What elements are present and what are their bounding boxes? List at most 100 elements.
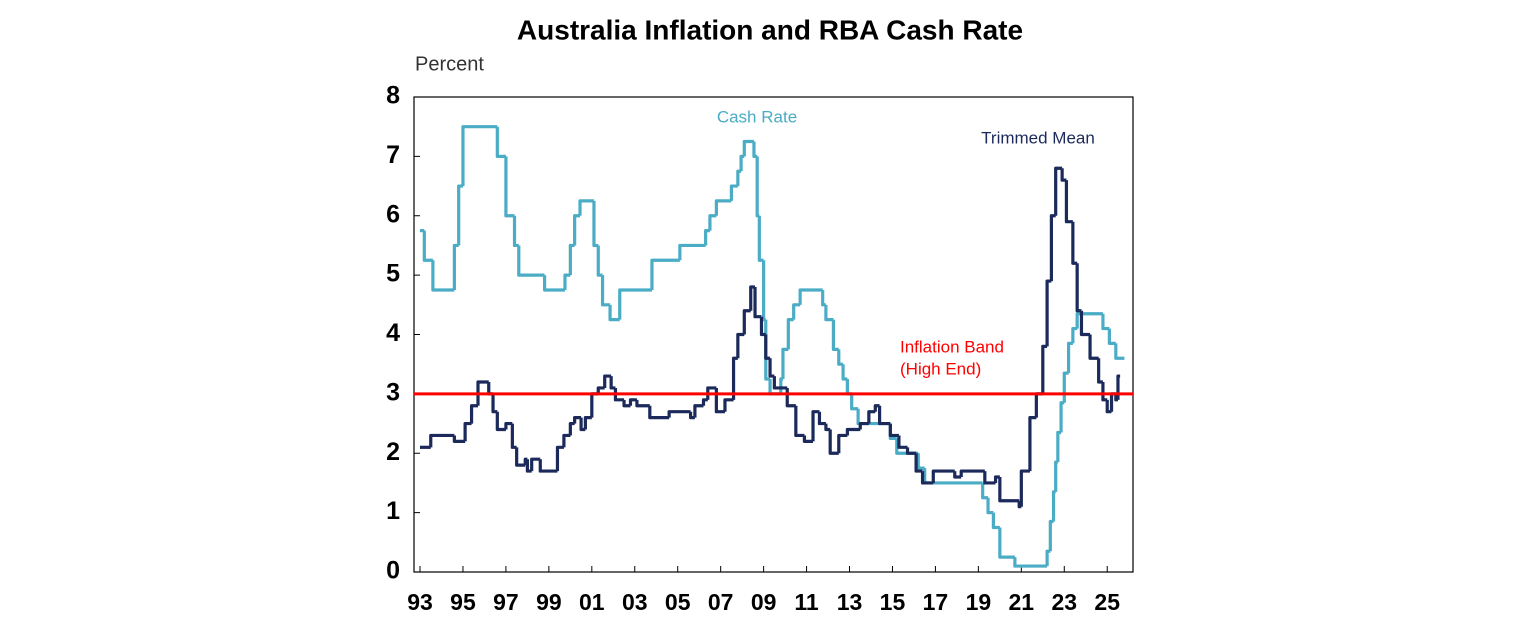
y-tick-label: 6 [386,200,400,228]
step-segment [1101,382,1108,402]
y-tick-label: 5 [386,260,400,288]
step-segment [867,410,876,424]
x-tick-label: 99 [536,589,562,615]
step-segment [798,288,823,305]
step-segment [1116,374,1121,400]
step-segment [452,243,459,290]
x-tick-label: 01 [579,589,605,615]
step-segment [953,471,962,479]
step-segment [817,411,826,426]
step-segment [1049,214,1056,282]
step-segment [821,289,826,307]
step-segment [491,393,498,414]
step-segment [635,399,650,408]
reference-label: Inflation Band [900,337,1004,356]
y-tick-label: 0 [386,557,400,585]
step-segment [590,392,599,418]
step-segment [1107,328,1116,346]
step-segment [1013,557,1048,568]
step-segment [714,387,725,414]
step-segment [1097,358,1103,384]
step-segment [1019,469,1030,507]
step-segment [729,184,738,201]
y-axis-label: Percent [415,53,484,75]
step-segment [742,139,754,157]
step-segment [858,421,869,430]
step-segment [1054,166,1063,216]
step-segment [463,421,472,442]
step-segment [429,433,455,448]
series-label: Cash Rate [717,107,797,126]
step-segment [1071,326,1078,344]
step-segment [1101,313,1110,331]
step-segment [1054,460,1058,492]
step-segment [877,405,891,426]
x-tick-label: 11 [794,589,819,615]
step-segment [704,228,710,246]
step-segment [573,416,582,424]
x-tick-label: 97 [493,589,519,615]
step-segment [757,215,764,262]
step-segment [1028,416,1037,472]
x-tick-label: 93 [407,589,433,615]
step-segment [762,260,766,322]
step-segment [555,445,564,472]
step-segment [920,471,934,485]
step-segment [469,404,478,424]
step-segment [785,387,796,408]
step-segment [991,512,1000,530]
step-segment [739,154,745,172]
step-segment [530,457,541,472]
step-segment [542,275,565,292]
step-segment [613,387,625,402]
step-segment [1075,312,1103,329]
y-tick-label: 4 [386,319,400,347]
step-segment [608,304,620,322]
step-segment [1034,392,1043,418]
step-segment [422,230,433,262]
step-segment [708,214,717,231]
step-segment [517,245,545,277]
x-tick-label: 13 [837,589,863,615]
step-segment [931,469,955,483]
step-segment [831,319,839,351]
step-segment [578,199,594,216]
step-segment [916,453,925,470]
step-segment [618,288,652,320]
step-segment [1079,310,1091,337]
x-tick-label: 21 [1009,589,1035,615]
step-segment [736,332,745,359]
step-segment [781,347,789,380]
step-segment [752,141,758,158]
step-segment [1045,279,1052,347]
step-segment [983,471,996,485]
step-segment [600,275,611,307]
step-segment [538,459,558,473]
step-segment [811,410,820,442]
step-segment [736,169,742,187]
y-tick-label: 1 [386,497,400,525]
step-segment [772,376,788,390]
step-segment [1114,343,1125,360]
step-segment [678,243,706,261]
step-segment [998,527,1015,559]
step-segment [568,243,575,276]
step-segment [742,309,751,335]
step-segment [693,404,704,418]
step-segment [1017,500,1022,509]
step-segment [573,214,581,246]
step-segment [981,482,989,500]
y-tick-label: 8 [386,82,400,110]
x-tick-label: 95 [450,589,476,615]
x-tick-label: 03 [622,589,648,615]
step-segment [897,435,908,449]
step-segment [504,156,515,218]
y-tick-label: 2 [386,438,400,466]
step-segment [667,410,691,418]
step-segment [959,469,985,477]
step-segment [461,125,498,187]
step-segment [510,423,517,449]
step-segment [755,156,760,218]
step-segment [1064,180,1073,224]
step-segment [1071,221,1078,265]
